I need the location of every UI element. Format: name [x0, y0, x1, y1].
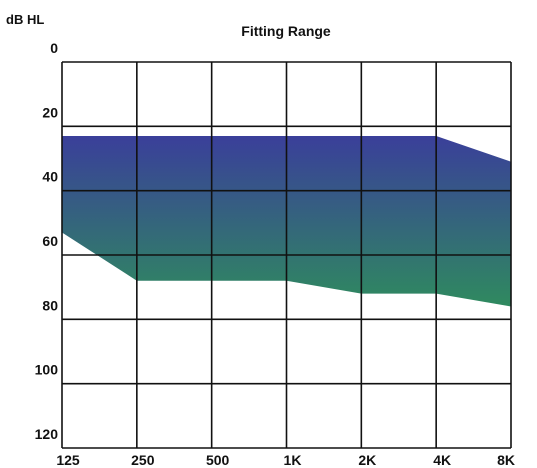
x-tick-label-8K: 8K — [497, 452, 515, 468]
x-tick-label-250: 250 — [131, 452, 155, 468]
chart-title: Fitting Range — [241, 23, 331, 39]
x-tick-label-2K: 2K — [358, 452, 376, 468]
y-tick-label-80: 80 — [42, 297, 58, 313]
y-axis-unit-label: dB HL — [6, 12, 44, 27]
y-tick-label-100: 100 — [35, 362, 59, 378]
x-tick-label-4K: 4K — [433, 452, 451, 468]
x-tick-label-1K: 1K — [284, 452, 302, 468]
y-tick-label-40: 40 — [42, 169, 58, 185]
y-tick-label-60: 60 — [42, 233, 58, 249]
x-tick-label-125: 125 — [56, 452, 80, 468]
x-tick-label-500: 500 — [206, 452, 230, 468]
y-tick-label-20: 20 — [42, 104, 58, 120]
y-tick-label-0: 0 — [50, 40, 58, 56]
y-tick-label-120: 120 — [35, 426, 59, 442]
